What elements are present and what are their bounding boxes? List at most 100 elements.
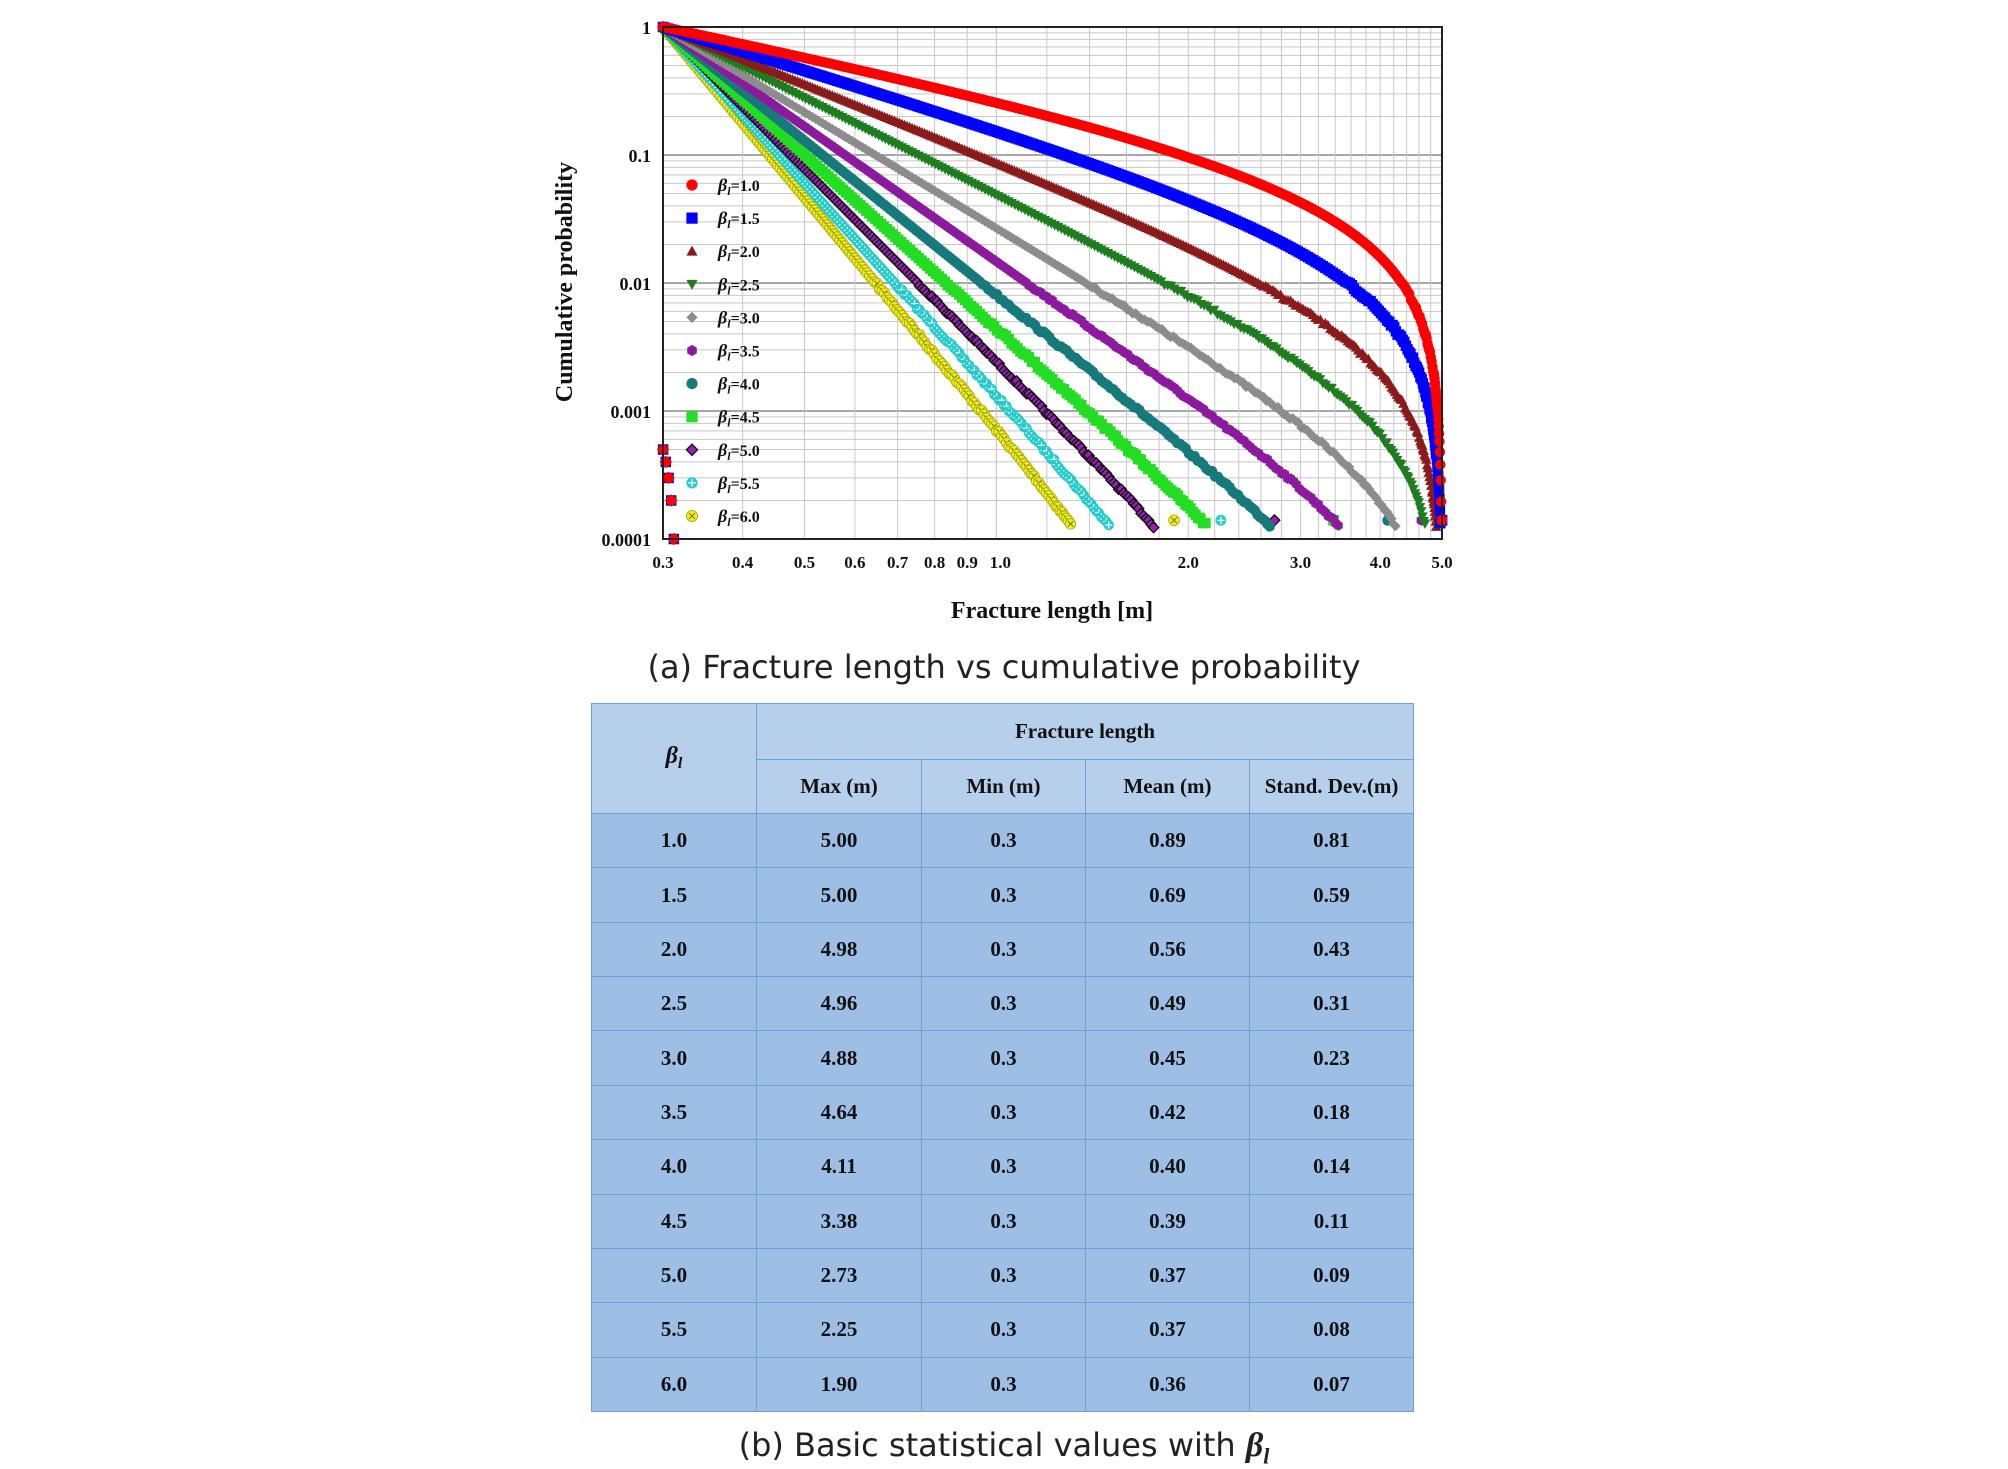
x-tick-label: 4.0: [1370, 553, 1391, 572]
data-point: [1200, 517, 1211, 529]
table-cell: 0.3: [921, 1030, 1086, 1086]
table-cell: 4.0: [591, 1139, 757, 1195]
data-point: [1310, 433, 1322, 444]
data-point: [1421, 454, 1432, 464]
table-cell: 0.45: [1085, 1030, 1250, 1086]
legend-label: βl=5.5: [717, 473, 760, 496]
table-cell: 4.5: [591, 1193, 757, 1249]
data-point: [1419, 519, 1431, 529]
data-point: [1226, 370, 1237, 381]
column-header: Stand. Dev.(m): [1248, 759, 1415, 814]
data-point: [770, 89, 782, 101]
data-point: [720, 59, 732, 71]
legend-marker: [686, 212, 698, 224]
table-cell: 0.49: [1085, 976, 1250, 1032]
data-point: [1368, 489, 1380, 501]
data-point: [1435, 475, 1446, 486]
legend-marker: [686, 378, 698, 390]
data-point: [1431, 454, 1443, 466]
data-point: [1390, 520, 1401, 532]
legend-label: βl=3.5: [717, 341, 760, 364]
data-point: [1333, 520, 1343, 531]
column-header: Min (m): [921, 759, 1086, 814]
max-point: [1168, 514, 1180, 527]
data-point: [920, 179, 931, 191]
legend-item: βl=2.5: [686, 274, 760, 297]
table-cell: 5.5: [591, 1302, 757, 1358]
data-point: [1396, 460, 1407, 470]
legend-label: βl=5.0: [717, 440, 760, 463]
table-cell: 2.0: [591, 921, 757, 978]
data-point: [906, 171, 918, 183]
tail-point: [666, 495, 677, 506]
x-tick-label: 0.5: [794, 553, 815, 572]
table-row: 1.0 5.00 0.3 0.89 0.81: [591, 812, 1415, 869]
table-cell: 2.73: [756, 1247, 922, 1304]
data-point: [956, 202, 968, 213]
table-cell: 0.42: [1085, 1084, 1250, 1141]
data-point: [949, 198, 961, 209]
table-cell: 4.11: [756, 1139, 922, 1195]
x-tick-label: 3.0: [1290, 553, 1311, 572]
legend-label: βl=6.0: [717, 506, 760, 529]
data-point: [989, 222, 1001, 233]
data-point: [940, 192, 951, 203]
data-point: [1103, 519, 1114, 531]
table-cell: 0.81: [1248, 812, 1415, 869]
table-row: 6.0 1.90 0.3 0.36 0.07: [591, 1356, 1415, 1413]
data-point: [896, 165, 908, 177]
table-cell: 0.43: [1248, 921, 1415, 978]
data-point: [833, 127, 845, 139]
series-beta-3.5: [658, 21, 1426, 545]
table-cell: 4.88: [756, 1030, 922, 1086]
table-cell: 0.89: [1085, 812, 1250, 869]
series-beta-5.5: [657, 21, 1227, 545]
table-cell: 5.00: [756, 812, 922, 869]
data-point: [1147, 318, 1159, 330]
table-cell: 4.64: [756, 1084, 922, 1141]
beta-header-cell: βl: [591, 703, 757, 814]
data-point: [936, 190, 948, 201]
data-point: [760, 83, 772, 95]
data-point: [1384, 510, 1395, 521]
plot-frame: [662, 26, 1443, 540]
legend-marker: [686, 179, 698, 191]
data-point: [830, 125, 841, 137]
data-point: [916, 177, 928, 189]
data-point: [1425, 475, 1436, 485]
x-tick-label: 0.9: [957, 553, 978, 572]
data-point: [1287, 413, 1298, 424]
data-point: [900, 167, 911, 179]
table-cell: 0.36: [1085, 1356, 1250, 1413]
data-point: [1381, 438, 1392, 448]
table-cell: 0.23: [1248, 1030, 1415, 1086]
data-point: [810, 113, 821, 125]
x-tick-label: 0.8: [924, 553, 945, 572]
legend-marker: [686, 311, 698, 323]
data-point: [807, 111, 818, 123]
x-tick-label: 0.7: [887, 553, 909, 572]
caption-b-symbol: β: [1245, 1427, 1264, 1464]
table-cell: 4.98: [756, 921, 922, 978]
y-axis-title: Cumulative probability: [552, 162, 578, 402]
data-point: [1217, 365, 1229, 377]
column-header: Max (m): [756, 759, 922, 814]
data-point: [737, 69, 748, 81]
data-point: [1386, 513, 1397, 524]
data-point: [1421, 391, 1433, 403]
table-cell: 0.69: [1085, 867, 1250, 923]
legend-label: βl=2.0: [717, 241, 760, 264]
data-point: [1434, 504, 1446, 516]
caption-b: (b) Basic statistical values with βl: [0, 1426, 2008, 1469]
table-cell: 0.31: [1248, 976, 1415, 1032]
y-tick-label: 1: [642, 18, 651, 38]
x-tick-label: 0.6: [844, 553, 865, 572]
data-point: [1434, 446, 1446, 458]
table-cell: 0.14: [1248, 1139, 1415, 1195]
legend-item: βl=6.0: [686, 506, 760, 529]
data-point: [1264, 521, 1275, 532]
data-point: [1130, 308, 1141, 319]
data-point: [986, 220, 997, 231]
group-header: Fracture length: [755, 703, 1415, 760]
data-point: [1343, 461, 1355, 473]
